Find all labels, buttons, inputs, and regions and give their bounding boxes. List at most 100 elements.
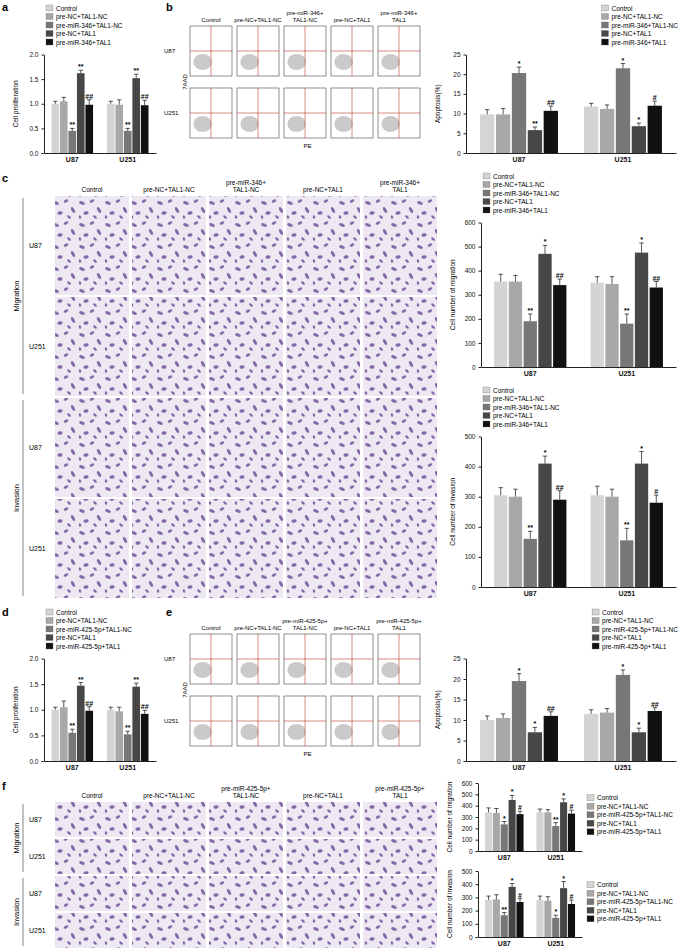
- x-tick-label: U87: [513, 156, 526, 163]
- cell-cloud: [193, 116, 211, 132]
- flow-plot: [237, 26, 279, 76]
- x-axis-line: [45, 761, 157, 762]
- error-bar: [109, 707, 113, 710]
- column-header: pre-NC+TAL1: [334, 625, 371, 631]
- legend-entry: pre-NC+TAL1: [46, 634, 96, 642]
- legend-label: Control: [602, 609, 624, 616]
- x-tick-label: U251: [615, 156, 632, 163]
- significance-label: *: [544, 449, 547, 456]
- y-tick: 0.5: [29, 732, 44, 739]
- y-tick-label: 0: [472, 584, 476, 591]
- legend-label: pre-miR-346+TAL1-NC: [493, 404, 560, 412]
- bar: [536, 812, 543, 851]
- row-label: U251: [164, 718, 179, 724]
- legend-entry: pre-NC+TAL1: [46, 30, 96, 38]
- cell-cloud: [381, 662, 399, 678]
- y-tick: 1.0: [29, 706, 44, 713]
- group-label: Invasion: [12, 898, 21, 926]
- legend-swatch: [483, 199, 490, 205]
- bar: [124, 734, 132, 761]
- legend-swatch: [601, 31, 608, 37]
- micrograph: [55, 839, 129, 874]
- y-tick-label: 200: [465, 523, 476, 530]
- significance-label: #: [518, 804, 522, 811]
- column-header: pre-NC+TAL1: [303, 792, 343, 800]
- significance-label: *: [562, 875, 565, 882]
- row-label: U87: [164, 48, 176, 54]
- y-axis: 0.00.51.01.52.0: [29, 655, 44, 765]
- y-tick: 25: [453, 51, 466, 58]
- y-tick: 300: [462, 894, 478, 901]
- legend: Controlpre-NC+TAL1-NCpre-miR-346+TAL1-NC…: [483, 387, 560, 429]
- significance-label: **: [553, 816, 559, 823]
- legend-label: pre-NC+TAL1-NC: [493, 181, 545, 189]
- row-label: U251: [29, 927, 46, 934]
- y-tick-mark: [479, 343, 482, 344]
- significance-label: *: [562, 792, 565, 799]
- error-bar: [621, 670, 625, 675]
- y-tick-mark: [476, 840, 479, 841]
- y-tick: 20: [453, 71, 466, 78]
- column-header: pre-NC+TAL1-NC: [143, 186, 195, 194]
- panel-letter: f: [2, 780, 6, 792]
- legend-label: pre-NC+TAL1: [611, 30, 651, 38]
- y-tick: 200: [462, 825, 478, 832]
- series: [480, 103, 598, 153]
- bar: [493, 899, 500, 937]
- error-bar: [62, 97, 66, 101]
- x-tick-label: U87: [513, 764, 526, 771]
- error-bar: [499, 274, 503, 281]
- micrograph: [286, 196, 360, 295]
- legend-label: pre-miR-346+TAL1: [611, 39, 666, 47]
- x-axis: U87U251: [479, 851, 583, 861]
- error-bar: [528, 531, 532, 539]
- x-tick: U251: [618, 367, 635, 377]
- y-tick-mark: [479, 467, 482, 468]
- y-tick: 1.5: [29, 681, 44, 688]
- error-bar: [518, 811, 522, 814]
- chart: 0510152025U87U251Apoptosis(%)****####Con…: [434, 609, 678, 772]
- legend-swatch: [46, 39, 53, 45]
- bar: [632, 732, 646, 761]
- error-bar: [533, 727, 537, 732]
- y-tick: 500: [465, 243, 481, 250]
- quadrant-lines: [284, 696, 326, 746]
- y-tick-mark: [479, 367, 482, 368]
- bar: [635, 253, 648, 367]
- legend-entry: pre-miR-425-5p+TAL1-NC: [46, 626, 132, 634]
- y-axis-line: [478, 784, 479, 852]
- bar: [496, 114, 510, 153]
- x-tick: U251: [615, 761, 632, 771]
- x-tick-label: U251: [618, 370, 635, 377]
- error-bar: [485, 110, 489, 115]
- x-axis-line: [482, 367, 677, 368]
- significance-label: **: [70, 121, 76, 128]
- y-axis-line: [481, 223, 482, 368]
- y-tick-mark: [464, 114, 467, 115]
- y-tick-label: 400: [465, 463, 476, 470]
- y-axis-line: [478, 872, 479, 938]
- y-tick: 15: [453, 696, 466, 703]
- y-tick: 10: [453, 110, 466, 117]
- y-tick-mark: [476, 806, 479, 807]
- significance-label: **: [532, 120, 538, 127]
- y-tick-mark: [479, 319, 482, 320]
- series: [85, 100, 148, 153]
- legend-label: pre-NC+TAL1: [56, 30, 96, 38]
- cell-cloud: [287, 724, 305, 740]
- cell-cloud: [193, 724, 211, 740]
- legend-entry: Control: [483, 387, 515, 394]
- bar: [584, 714, 598, 761]
- legend-label: pre-NC+TAL1: [602, 634, 642, 642]
- flow-plot: [190, 634, 232, 684]
- row-label: U251: [29, 343, 46, 350]
- significance-label: ##: [652, 275, 660, 282]
- series: [553, 491, 663, 587]
- x-tick-label: U87: [66, 764, 79, 771]
- legend-label: Control: [493, 387, 515, 394]
- y-tick-mark: [479, 557, 482, 558]
- series: [544, 708, 662, 761]
- y-axis: 0100200300400500600: [462, 780, 479, 855]
- x-axis: U87 U251: [467, 153, 677, 163]
- error-bar: [554, 823, 558, 826]
